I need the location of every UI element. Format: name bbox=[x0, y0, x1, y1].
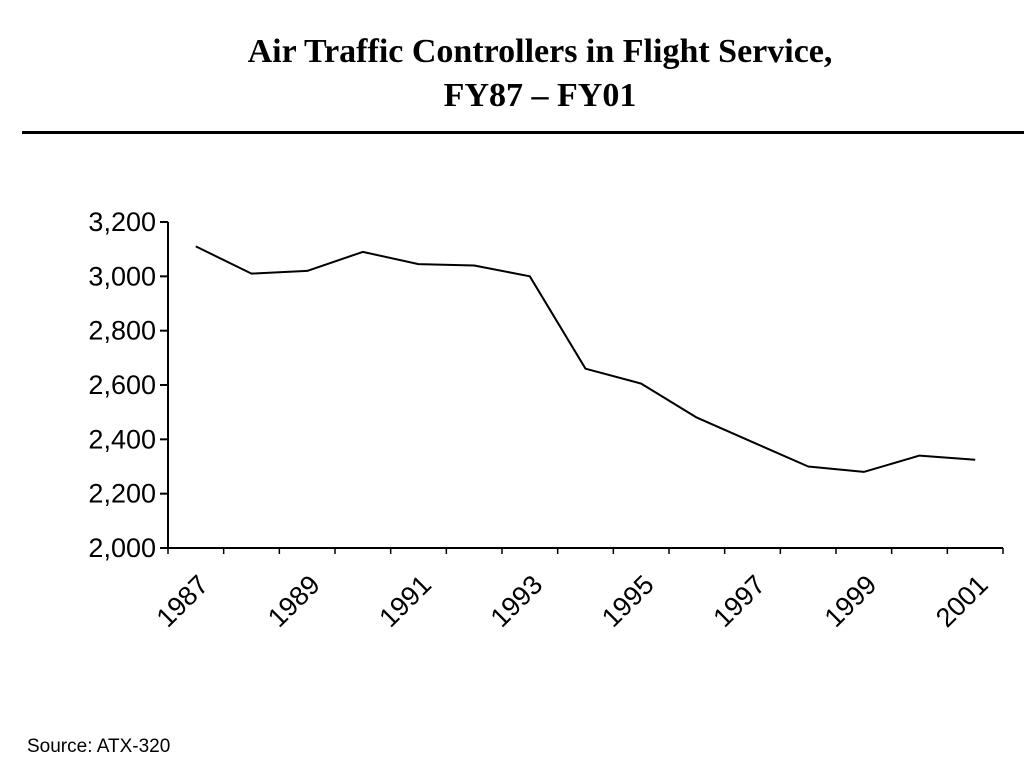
series-line bbox=[195, 245, 976, 473]
x-tick-label: 1989 bbox=[262, 569, 326, 633]
x-tick-label: 1997 bbox=[707, 569, 771, 633]
y-tick-label: 3,200 bbox=[88, 207, 156, 237]
x-tick-label: 1995 bbox=[596, 569, 660, 633]
x-tick-label: 1991 bbox=[373, 569, 437, 633]
source-note: Source: ATX-320 bbox=[27, 736, 171, 757]
y-tick-label: 2,400 bbox=[88, 424, 156, 454]
title-divider bbox=[22, 131, 1024, 134]
x-tick-label: 2001 bbox=[930, 569, 994, 633]
y-tick-label: 2,800 bbox=[88, 316, 156, 346]
y-tick-label: 2,600 bbox=[88, 370, 156, 400]
x-tick-label: 1987 bbox=[151, 569, 215, 633]
chart-title-line-2: FY87 – FY01 bbox=[443, 77, 637, 114]
x-tick-label: 1999 bbox=[819, 569, 883, 633]
x-tick-label: 1993 bbox=[485, 569, 549, 633]
y-tick-label: 2,000 bbox=[88, 533, 156, 563]
chart-title-line-1: Air Traffic Controllers in Flight Servic… bbox=[247, 33, 833, 70]
y-tick-label: 2,200 bbox=[88, 479, 156, 509]
chart-title: Air Traffic Controllers in Flight Servic… bbox=[0, 30, 1024, 118]
y-tick-label: 3,000 bbox=[88, 261, 156, 291]
